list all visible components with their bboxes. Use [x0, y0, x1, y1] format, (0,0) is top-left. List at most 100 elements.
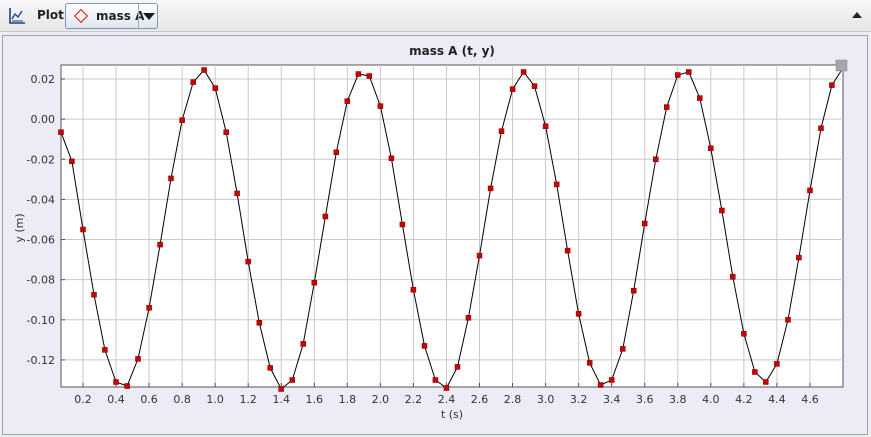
x-tick-label: 3.4 [603, 393, 621, 406]
series-selector-button[interactable]: mass A [65, 3, 158, 29]
chart-title: mass A (t, y) [409, 44, 495, 58]
data-point[interactable] [641, 220, 648, 227]
data-point[interactable] [102, 347, 108, 353]
data-point[interactable] [531, 83, 538, 89]
data-point[interactable] [135, 356, 141, 362]
x-tick-label: 2.8 [504, 393, 522, 406]
data-point[interactable] [322, 213, 329, 220]
resize-handle-icon[interactable] [835, 59, 848, 72]
data-point[interactable] [399, 221, 406, 228]
data-point[interactable] [608, 377, 615, 383]
data-point[interactable] [58, 129, 64, 135]
data-point[interactable] [752, 369, 758, 375]
tick-labels: 0.2 0.4 0.6 0.8 1.0 1.2 1.4 1.6 1.8 2.0 2.2 2.4 2.6 2… [27, 73, 819, 406]
x-tick-label: 0.4 [107, 393, 125, 406]
data-point[interactable] [223, 129, 229, 135]
data-point[interactable] [763, 379, 769, 385]
data-point[interactable] [730, 273, 736, 280]
data-point[interactable] [697, 95, 703, 101]
chart[interactable]: 0.2 0.4 0.6 0.8 1.0 1.2 1.4 1.6 1.8 2.0 2.2 2.4 2.6 2… [3, 36, 867, 434]
plot-panel: 0.2 0.4 0.6 0.8 1.0 1.2 1.4 1.6 1.8 2.0 2.2 2.4 2.6 2… [2, 35, 868, 435]
data-point[interactable] [377, 103, 384, 109]
x-tick-label: 4.4 [768, 393, 786, 406]
data-point[interactable] [124, 383, 130, 389]
x-tick-label: 1.6 [306, 393, 324, 406]
data-point[interactable] [774, 361, 780, 367]
data-point[interactable] [708, 145, 714, 152]
data-point[interactable] [741, 331, 747, 337]
data-point[interactable] [421, 343, 428, 349]
data-point[interactable] [234, 190, 240, 197]
data-point[interactable] [267, 365, 273, 371]
data-point[interactable] [630, 287, 637, 294]
data-point[interactable] [113, 379, 119, 385]
data-point[interactable] [454, 364, 461, 370]
data-point[interactable] [785, 317, 791, 323]
data-point[interactable] [289, 377, 296, 383]
data-point[interactable] [300, 341, 306, 347]
data-point[interactable] [168, 175, 174, 182]
data-point[interactable] [355, 71, 362, 77]
data-point[interactable] [663, 104, 670, 110]
data-point[interactable] [465, 315, 472, 321]
data-point[interactable] [69, 158, 75, 165]
x-axis-label: t (s) [441, 408, 463, 421]
data-point[interactable] [653, 156, 659, 163]
data-point[interactable] [476, 252, 483, 259]
data-point[interactable] [586, 360, 593, 366]
data-point[interactable] [818, 125, 824, 131]
data-point[interactable] [91, 291, 97, 298]
data-point[interactable] [278, 386, 284, 392]
data-point[interactable] [80, 226, 86, 233]
data-point[interactable] [333, 149, 340, 156]
data-point[interactable] [498, 128, 505, 134]
data-point[interactable] [146, 305, 152, 311]
data-point[interactable] [366, 73, 373, 79]
data-point[interactable] [597, 382, 604, 388]
y-tick-label: -0.06 [27, 234, 55, 247]
data-point[interactable] [179, 117, 185, 123]
data-point[interactable] [686, 69, 692, 75]
data-point[interactable] [575, 311, 582, 317]
data-point[interactable] [719, 207, 725, 214]
x-tick-label: 2.6 [471, 393, 489, 406]
x-tick-label: 2.4 [438, 393, 456, 406]
data-point[interactable] [256, 320, 263, 326]
y-tick-label: 0.02 [31, 73, 56, 86]
axes-chart-icon[interactable] [8, 7, 26, 25]
data-point[interactable] [675, 72, 681, 78]
data-point[interactable] [410, 286, 417, 293]
data-point[interactable] [620, 346, 626, 352]
chevron-up-icon[interactable] [851, 10, 863, 20]
data-point[interactable] [520, 69, 527, 75]
x-tick-label: 3.8 [669, 393, 687, 406]
series-markers [58, 65, 846, 392]
data-point[interactable] [344, 98, 351, 104]
data-point[interactable] [553, 181, 560, 188]
data-point[interactable] [829, 82, 835, 88]
data-point[interactable] [796, 254, 802, 261]
data-point[interactable] [807, 187, 813, 194]
data-point[interactable] [542, 123, 549, 129]
data-point[interactable] [190, 79, 196, 85]
plot-label: Plot [37, 8, 64, 22]
data-point[interactable] [443, 385, 450, 391]
plot-area [60, 64, 844, 388]
x-tick-label: 1.0 [206, 393, 224, 406]
data-point[interactable] [388, 155, 395, 162]
x-tick-label: 3.0 [537, 393, 555, 406]
data-point[interactable] [564, 247, 571, 254]
data-point[interactable] [432, 377, 439, 383]
data-point[interactable] [212, 85, 218, 91]
chevron-down-icon[interactable] [138, 4, 158, 28]
data-point[interactable] [487, 185, 494, 192]
data-point[interactable] [509, 86, 516, 92]
data-point[interactable] [201, 67, 207, 73]
grid [61, 65, 843, 387]
series-selector-label: mass A [96, 9, 145, 23]
x-tick-label: 4.0 [702, 393, 720, 406]
data-point[interactable] [311, 279, 318, 286]
y-tick-label: -0.08 [27, 274, 55, 287]
data-point[interactable] [245, 258, 251, 265]
data-point[interactable] [157, 241, 163, 248]
